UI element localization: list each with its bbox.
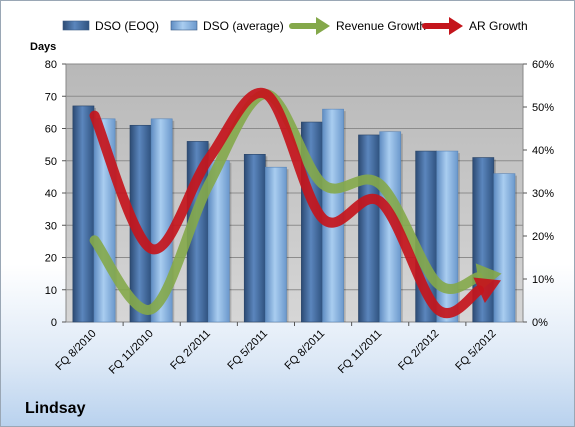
y-tick-label: 80 (45, 59, 57, 71)
y-tick-label: 30 (45, 220, 57, 232)
legend-label-dso-eoq: DSO (EOQ) (95, 19, 159, 33)
y-tick-label: 50 (45, 156, 57, 168)
y2-tick-label: 20% (532, 231, 554, 243)
legend-arrow-ar-growth (449, 17, 463, 35)
legend-arrow-revenue-growth (316, 17, 330, 35)
y2-tick-label: 60% (532, 59, 554, 71)
y-tick-label: 60 (45, 124, 57, 136)
y2-tick-label: 40% (532, 145, 554, 157)
y2-tick-label: 10% (532, 274, 554, 286)
x-tick-label: FQ 5/2012 (453, 328, 498, 373)
x-tick-label: FQ 5/2011 (225, 328, 270, 373)
company-name: Lindsay (25, 400, 86, 417)
y2-tick-label: 30% (532, 188, 554, 200)
y-tick-label: 20 (45, 253, 57, 265)
bar-dso-average (436, 150, 459, 323)
y-axis-title: Days (30, 41, 57, 53)
y-tick-label: 0 (51, 317, 57, 329)
y-tick-label: 10 (45, 285, 57, 297)
x-tick-label: FQ 11/2011 (336, 328, 384, 376)
y2-tick-label: 50% (532, 102, 554, 114)
legend-swatch-dso-average (170, 20, 198, 31)
bar-dso-eoq (243, 154, 266, 323)
bar-dso-eoq (72, 105, 95, 323)
legend-swatch-dso-eoq (62, 20, 90, 31)
bar-dso-eoq (358, 134, 380, 323)
x-tick-label: FQ 2/2012 (396, 328, 441, 373)
arrowhead-ar-growth (473, 277, 501, 303)
x-tick-label: FQ 2/2011 (168, 328, 213, 373)
x-tick-label: FQ 11/2010 (107, 328, 156, 377)
y-tick-label: 70 (45, 91, 57, 103)
bar-dso-average (493, 173, 516, 323)
bar-dso-average (150, 118, 173, 323)
bar-dso-average (265, 166, 287, 323)
line-ar-growth (89, 87, 485, 319)
y2-tick-label: 0% (532, 317, 548, 329)
y-tick-label: 40 (45, 188, 57, 200)
x-tick-label: FQ 8/2011 (283, 328, 328, 373)
legend-label-revenue-growth: Revenue Growth (336, 19, 426, 33)
legend-label-ar-growth: AR Growth (469, 19, 528, 33)
legend-label-dso-average: DSO (average) (203, 19, 284, 33)
x-tick-label: FQ 8/2010 (53, 328, 98, 373)
